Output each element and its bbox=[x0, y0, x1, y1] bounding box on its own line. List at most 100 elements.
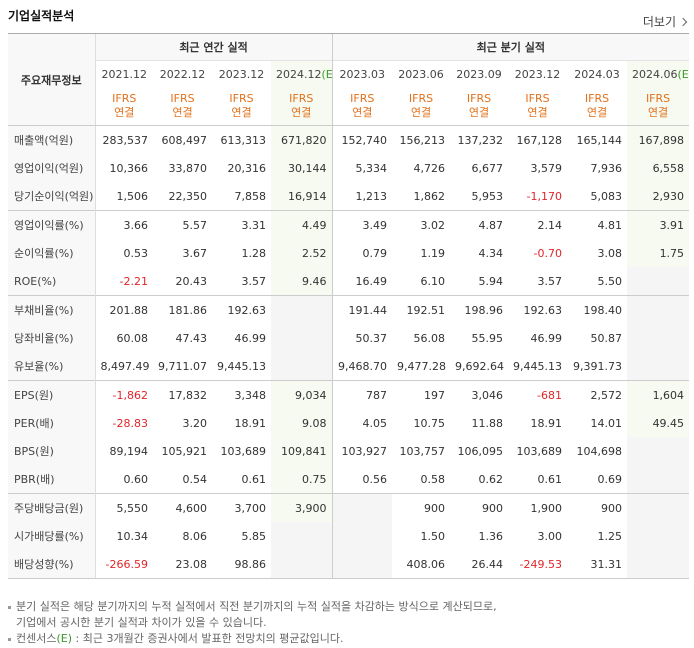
cell: 46.99 bbox=[530, 331, 563, 345]
cell: 0.54 bbox=[182, 472, 208, 486]
note-text: : 최근 3개월간 증권사에서 발표한 전망치의 평균값입니다. bbox=[72, 632, 344, 645]
cell: 3,046 bbox=[450, 380, 509, 409]
cell: 1.25 bbox=[597, 529, 623, 543]
data-row: 부채비율(%) 201.88 181.86 192.63 191.44 192.51 198… bbox=[8, 295, 690, 324]
cell: 4,726 bbox=[413, 161, 446, 175]
group-header: 최근 연간 실적 bbox=[94, 33, 333, 61]
cell bbox=[331, 522, 393, 550]
standard: IFRS bbox=[289, 92, 314, 105]
period-header: 2024.03 bbox=[567, 60, 628, 87]
row-label: 매출액(억원) bbox=[8, 125, 95, 154]
cell: 3,900 bbox=[271, 493, 333, 522]
data-row: BPS(원) 89,194 105,921 103,689 109,841 103,927… bbox=[8, 437, 690, 465]
cell: 900 bbox=[567, 493, 628, 522]
cell: 9,711.07 bbox=[158, 359, 207, 373]
cell bbox=[627, 550, 690, 579]
cell: 3.91 bbox=[627, 210, 690, 239]
standard: 연결 bbox=[647, 106, 669, 119]
standard: IFRS bbox=[584, 92, 610, 105]
cell: 0.69 bbox=[597, 472, 623, 486]
cell: 104,698 bbox=[576, 444, 623, 458]
cell bbox=[271, 324, 333, 352]
cell: 1,604 bbox=[627, 380, 690, 409]
cell: 192.63 bbox=[212, 295, 271, 324]
note-mark: (E) bbox=[56, 632, 73, 645]
data-row: 배당성향(%) -266.59 23.08 98.86 408.06 26.44 -249.… bbox=[8, 550, 690, 579]
cell: 1,506 bbox=[94, 182, 153, 211]
more-link[interactable]: 더보기 bbox=[643, 13, 686, 30]
cell: 98.86 bbox=[212, 550, 271, 579]
cell bbox=[331, 493, 393, 522]
cell bbox=[271, 352, 333, 381]
data-row: PBR(배) 0.60 0.54 0.61 0.75 0.56 0.58 0.62 0.61 0.… bbox=[8, 465, 690, 494]
cell: 5.85 bbox=[241, 529, 267, 543]
data-row: 당기순이익(억원) 1,506 22,350 7,858 16,914 1,213 1,86… bbox=[8, 182, 690, 211]
standard: 연결 bbox=[291, 106, 312, 119]
row-label: PER(배) bbox=[8, 409, 95, 437]
cell: 191.44 bbox=[331, 295, 393, 324]
cell: 283,537 bbox=[94, 125, 153, 154]
cell: 89,194 bbox=[94, 437, 153, 465]
period: 2022.12 bbox=[159, 67, 206, 81]
cell: 0.61 bbox=[241, 472, 267, 486]
cell: 109,841 bbox=[271, 437, 333, 465]
standard-header: IFRS 연결 bbox=[331, 87, 393, 126]
cell: 49.45 bbox=[627, 409, 690, 437]
cell: 22,350 bbox=[168, 189, 208, 203]
standard: 연결 bbox=[231, 106, 252, 119]
period-header: 2021.12 bbox=[94, 60, 153, 87]
row-label: 영업이익(억원) bbox=[8, 154, 95, 182]
cell: 192.63 bbox=[508, 295, 568, 324]
cell: 106,095 bbox=[457, 444, 504, 458]
cell: 103,927 bbox=[331, 437, 393, 465]
cell: 9.08 bbox=[271, 409, 333, 437]
cell: 0.62 bbox=[478, 472, 504, 486]
standard: IFRS bbox=[408, 92, 434, 105]
cell: 18.91 bbox=[530, 416, 563, 430]
cell bbox=[627, 522, 690, 550]
row-label: 배당성향(%) bbox=[8, 550, 95, 579]
period: 2023.12 bbox=[218, 67, 265, 81]
period-header: 2023.09 bbox=[450, 60, 509, 87]
cell: 3.02 bbox=[392, 210, 451, 239]
cell: 103,689 bbox=[516, 444, 563, 458]
cell: 5,953 bbox=[471, 189, 504, 203]
cell bbox=[271, 522, 333, 550]
cell: 3.31 bbox=[212, 210, 271, 239]
cell: 156,213 bbox=[399, 133, 446, 147]
cell: 9,445.13 bbox=[217, 359, 266, 373]
cell: 10.34 bbox=[94, 522, 153, 550]
standard-header: IFRS 연결 bbox=[271, 87, 333, 126]
cell: 408.06 bbox=[392, 550, 451, 579]
row-label: 당기순이익(억원) bbox=[8, 182, 95, 211]
standard: IFRS bbox=[466, 92, 492, 105]
cell: 6,677 bbox=[471, 161, 504, 175]
cell: 2,930 bbox=[627, 182, 690, 211]
data-row: 유보율(%) 8,497.49 9,711.07 9,445.13 9,468.70 9,… bbox=[8, 352, 690, 381]
cell: -1,862 bbox=[94, 380, 153, 409]
cell bbox=[331, 550, 393, 579]
period: 2023.12 bbox=[514, 67, 561, 81]
cell: 1.19 bbox=[420, 246, 446, 260]
period: 2024.03 bbox=[574, 67, 620, 81]
standard: 연결 bbox=[114, 106, 135, 119]
cell: 3.20 bbox=[182, 416, 208, 430]
cell: 671,820 bbox=[271, 125, 333, 154]
cell: 50.37 bbox=[331, 324, 393, 352]
cell: 9,391.73 bbox=[573, 359, 623, 373]
row-label: 순이익률(%) bbox=[8, 239, 95, 267]
cell: 192.51 bbox=[392, 295, 451, 324]
cell: 5.57 bbox=[153, 210, 212, 239]
cell: 4.49 bbox=[271, 210, 333, 239]
cell: 0.61 bbox=[537, 472, 563, 486]
cell: 5.50 bbox=[597, 274, 623, 288]
cell: 3.67 bbox=[182, 246, 208, 260]
cell: 165,144 bbox=[576, 133, 623, 147]
cell: 47.43 bbox=[175, 331, 208, 345]
standard: 연결 bbox=[527, 106, 548, 119]
period: 2024.12 bbox=[276, 67, 322, 81]
standard: 연결 bbox=[352, 106, 373, 119]
financial-table: 주요재무정보 최근 연간 실적 최근 분기 실적 2021.12 2022.12 2023… bbox=[8, 33, 690, 579]
cell: 16,914 bbox=[271, 182, 333, 211]
data-row: 시가배당률(%) 10.34 8.06 5.85 1.50 1.36 3.00 1.25 bbox=[8, 522, 690, 550]
